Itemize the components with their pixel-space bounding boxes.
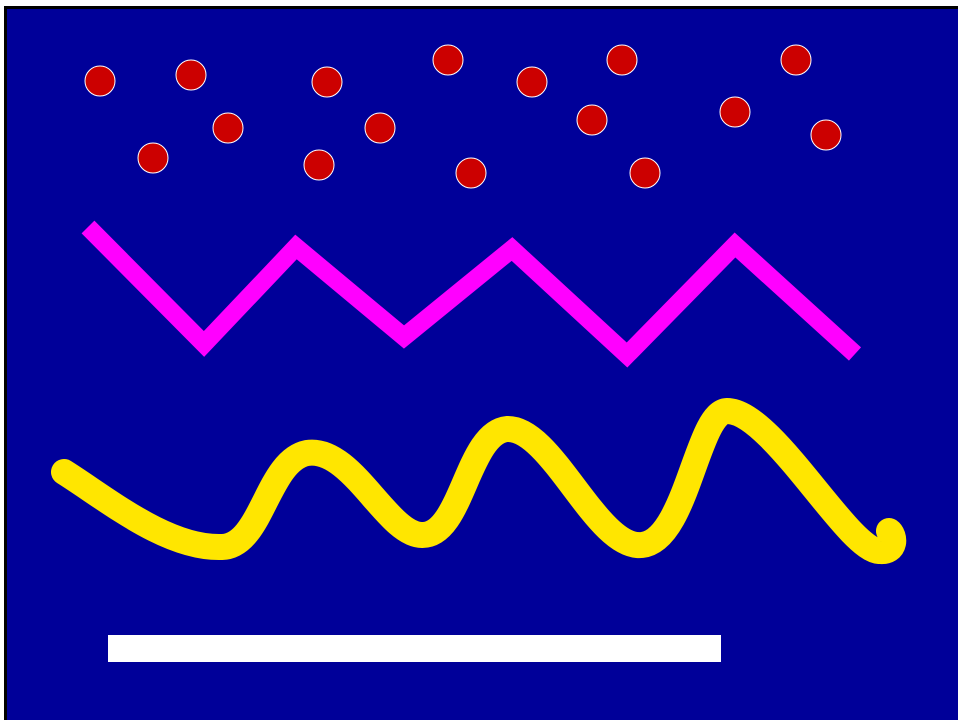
yellow-wave-line	[51, 398, 907, 565]
red-dot	[364, 112, 396, 144]
red-dot	[780, 44, 812, 76]
red-dot	[137, 142, 169, 174]
slide-canvas	[4, 6, 958, 720]
red-dot	[432, 44, 464, 76]
slide-drawing	[7, 9, 958, 720]
red-dot	[629, 157, 661, 189]
red-dot	[576, 104, 608, 136]
red-dot	[175, 59, 207, 91]
red-dot	[810, 119, 842, 151]
slide-background	[7, 9, 958, 720]
red-dot	[84, 65, 116, 97]
red-dot	[455, 157, 487, 189]
red-dot	[719, 96, 751, 128]
white-horizontal-bar	[108, 635, 721, 662]
red-dot	[303, 149, 335, 181]
magenta-zigzag-line	[81, 220, 862, 368]
red-dots-group	[84, 44, 842, 189]
red-dot	[606, 44, 638, 76]
red-dot	[212, 112, 244, 144]
red-dot	[311, 66, 343, 98]
red-dot	[516, 66, 548, 98]
